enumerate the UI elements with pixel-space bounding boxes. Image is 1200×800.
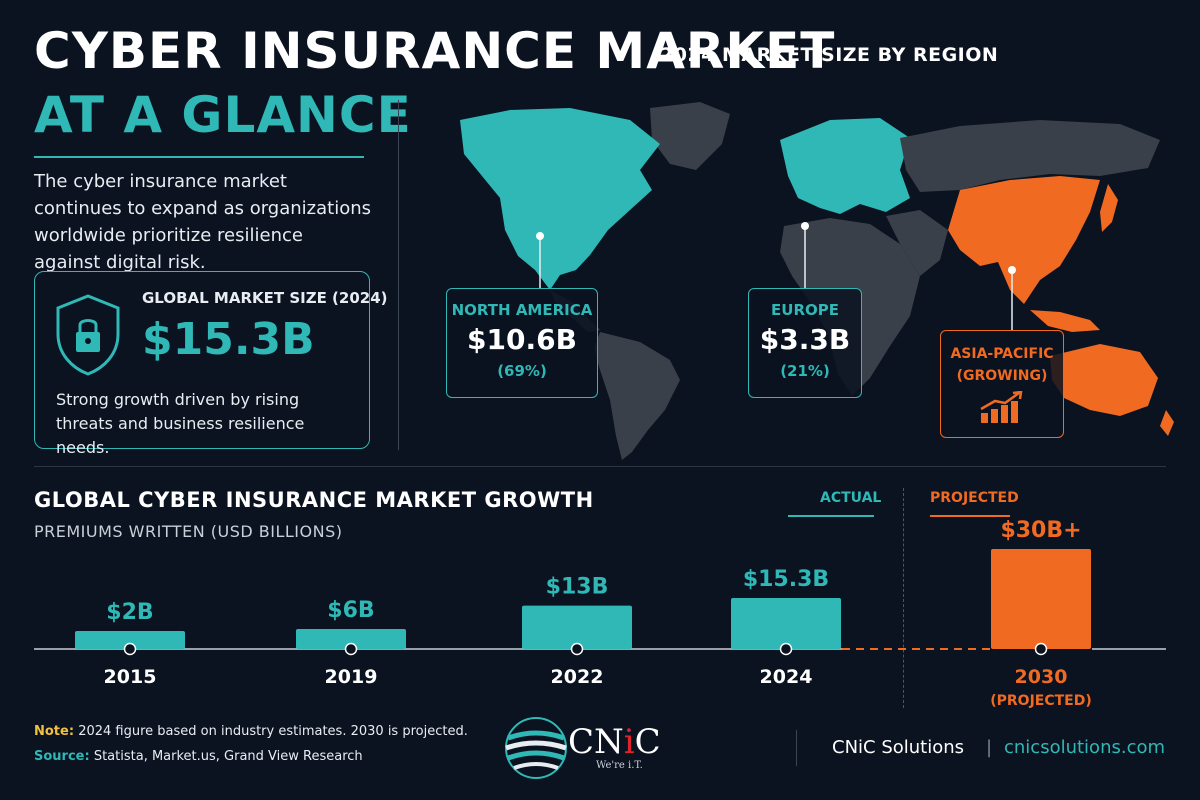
map-middle-east (886, 210, 948, 276)
logo-text-start: CN (568, 722, 624, 762)
region-name-text: ASIA-PACIFIC (950, 346, 1054, 362)
bar-2015 (75, 631, 185, 649)
website-link[interactable]: cnicsolutions.com (1004, 737, 1166, 758)
region-name: ASIA-PACIFIC (GROWING) (941, 343, 1063, 387)
map-north-america (460, 108, 660, 290)
region-share: (21%) (780, 362, 830, 380)
data-label-2022: $13B (546, 575, 609, 600)
projected-legend-line (930, 515, 1010, 517)
tick-label-2015: 2015 (104, 666, 157, 688)
bar-2024 (731, 598, 841, 649)
map-japan (1100, 184, 1118, 232)
intro-text: The cyber insurance market continues to … (34, 171, 372, 273)
footer-separator: | (986, 737, 993, 758)
tick-label-2024: 2024 (760, 666, 813, 688)
data-label-2015: $2B (106, 600, 153, 625)
region-name: EUROPE (771, 301, 839, 319)
projected-legend-label: PROJECTED (930, 490, 1019, 506)
bar-marker-2019 (344, 642, 358, 656)
bar-marker-2015 (123, 642, 137, 656)
company-logo-text: CNiC (568, 722, 661, 762)
note-text: 2024 figure based on industry estimates.… (78, 724, 468, 739)
region-value: $3.3B (759, 323, 851, 356)
region-asia-pacific: ASIA-PACIFIC (GROWING) (940, 330, 1064, 438)
company-name: CNiC Solutions (832, 737, 965, 758)
global-market-value: $15.3B (142, 314, 315, 365)
data-label-2024: $15.3B (743, 567, 829, 592)
title-underline (34, 156, 364, 158)
map-russia (900, 120, 1160, 192)
map-new-zealand (1160, 410, 1174, 436)
tick-sublabel-projected: (PROJECTED) (990, 693, 1092, 709)
growth-subtitle: PREMIUMS WRITTEN (USD BILLIONS) (34, 522, 343, 541)
ap-pointer-dot (1008, 266, 1016, 274)
region-north-america: NORTH AMERICA $10.6B (69%) (446, 288, 598, 398)
actual-legend-label: ACTUAL (820, 490, 882, 506)
page-title: CYBER INSURANCE MARKET (34, 22, 836, 80)
map-europe (780, 118, 910, 214)
projection-divider (903, 488, 904, 708)
section-divider-horizontal (34, 466, 1166, 467)
note-label: Note: (34, 724, 75, 739)
bar-marker-2022 (570, 642, 584, 656)
bar-marker-2024 (779, 642, 793, 656)
bar-marker-2030 (1034, 642, 1048, 656)
region-share: (69%) (497, 362, 547, 380)
footer-divider (796, 730, 797, 766)
region-name: NORTH AMERICA (451, 301, 593, 319)
region-europe: EUROPE $3.3B (21%) (748, 288, 862, 398)
logo-text-i: i (623, 722, 635, 762)
map-title: 2024 MARKET SIZE BY REGION (660, 44, 999, 66)
region-status: (GROWING) (956, 368, 1048, 384)
source-label: Source: (34, 749, 90, 764)
region-value: $10.6B (467, 323, 577, 356)
footnote: Note: 2024 figure based on industry esti… (34, 724, 468, 739)
shield-lock-icon (52, 292, 124, 382)
tick-label-2022: 2022 (551, 666, 604, 688)
global-market-note: Strong growth driven by rising threats a… (56, 390, 305, 457)
logo-tagline: We're i.T. (596, 760, 643, 771)
map-australia (1050, 344, 1158, 416)
map-asia-pacific (948, 176, 1100, 304)
page-subtitle: AT A GLANCE (34, 86, 412, 144)
bar-2022 (522, 605, 632, 649)
section-divider (398, 100, 399, 450)
bar-2030 (991, 549, 1091, 649)
source-text: Statista, Market.us, Grand View Research (93, 749, 363, 764)
map-greenland (650, 102, 730, 170)
logo-text-end: C (634, 722, 661, 762)
map-south-america (594, 332, 680, 460)
growth-chart-icon (980, 390, 1023, 423)
eu-pointer-dot (801, 222, 809, 230)
bar-2019 (296, 629, 406, 649)
tick-label-2030: 2030 (1015, 666, 1068, 688)
global-market-label: GLOBAL MARKET SIZE (2024) (142, 289, 388, 307)
tick-label-2019: 2019 (325, 666, 378, 688)
map-southeast-asia (1030, 310, 1100, 332)
na-pointer-dot (536, 232, 544, 240)
source-line: Source: Statista, Market.us, Grand View … (34, 749, 363, 764)
data-label-2019: $6B (327, 598, 374, 623)
growth-title: GLOBAL CYBER INSURANCE MARKET GROWTH (34, 488, 594, 512)
actual-legend-line (788, 515, 874, 517)
global-market-card (34, 271, 370, 449)
data-label-2030: $30B+ (1000, 518, 1081, 543)
company-logo-globe (502, 708, 570, 792)
